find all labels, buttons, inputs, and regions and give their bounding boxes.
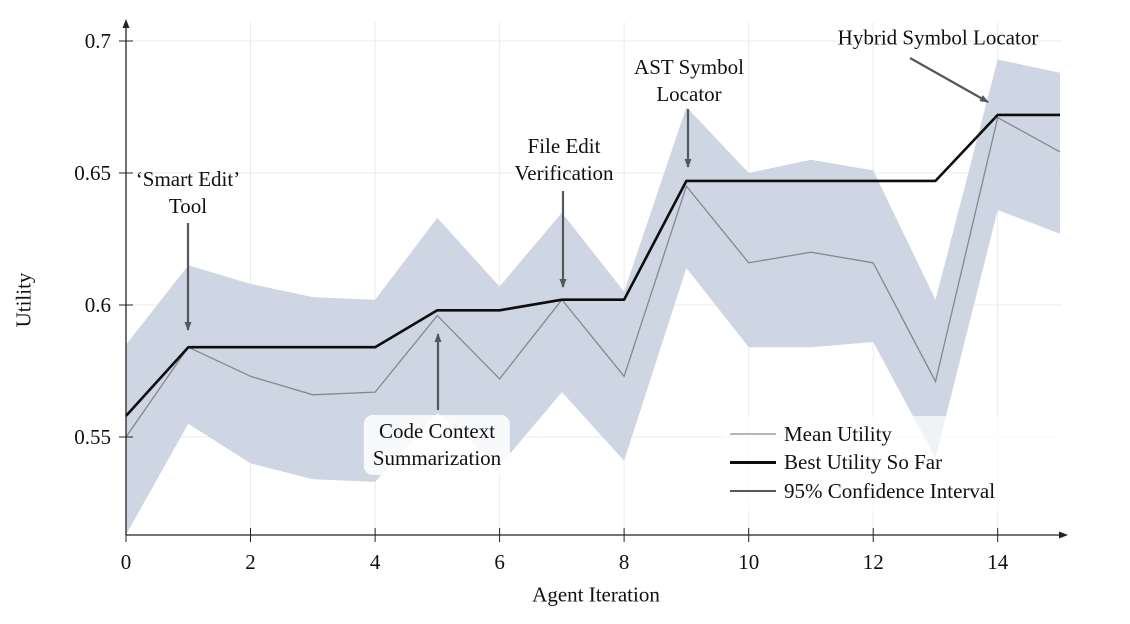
- annotation-line: Summarization: [372, 446, 502, 470]
- annotation-line: AST Symbol: [634, 55, 744, 79]
- annotation-smart-edit-tool: ‘Smart Edit’ Tool: [136, 166, 240, 220]
- annotation-file-edit-verification: File Edit Verification: [514, 133, 613, 187]
- annotation-arrow: [909, 57, 989, 103]
- x-tick-label: 6: [494, 550, 505, 574]
- annotation-line: ‘Smart Edit’: [135, 167, 241, 191]
- annotation-line: File Edit: [527, 134, 601, 158]
- annotation-line: Verification: [514, 161, 614, 185]
- mean-utility-line: [125, 116, 1061, 438]
- annotation-line: Hybrid Symbol Locator: [837, 25, 1039, 50]
- legend-label: 95% Confidence Interval: [784, 478, 996, 503]
- x-tick-label: 8: [619, 550, 630, 574]
- y-tick-label: 0.7: [85, 29, 111, 53]
- annotation-hybrid-symbol-locator: Hybrid Symbol Locator: [838, 25, 1039, 52]
- y-tick-label: 0.65: [74, 161, 111, 185]
- x-axis-title: Agent Iteration: [532, 582, 660, 607]
- x-tick-label: 0: [121, 550, 132, 574]
- mean-line-swatch-icon: [730, 433, 776, 435]
- annotation-line: Locator: [656, 82, 722, 106]
- annotation-line: Code Context: [378, 419, 496, 443]
- y-axis-title: Utility: [11, 272, 36, 328]
- ci-line-swatch-icon: [730, 490, 776, 492]
- legend-item-mean-utility: Mean Utility: [730, 420, 1069, 448]
- x-tick-label: 2: [245, 550, 256, 574]
- annotation-ast-symbol-locator: AST Symbol Locator: [634, 54, 744, 108]
- legend-label: Best Utility So Far: [784, 450, 943, 474]
- x-tick-label: 12: [863, 550, 884, 574]
- confidence-band: [126, 59, 1060, 535]
- legend-label: Mean Utility: [784, 421, 892, 446]
- annotation-code-context-summarization: Code Context Summarization: [363, 415, 511, 475]
- legend-item-confidence-interval: 95% Confidence Interval: [730, 477, 1069, 505]
- x-tick-label: 10: [738, 550, 759, 574]
- legend-item-best-utility: Best Utility So Far: [730, 449, 1069, 477]
- chart-legend: Mean Utility Best Utility So Far 95% Con…: [722, 416, 1069, 511]
- x-tick-label: 4: [370, 550, 381, 574]
- y-tick-label: 0.6: [85, 293, 111, 317]
- y-tick-label: 0.55: [74, 425, 111, 449]
- x-tick-label: 14: [987, 550, 1009, 574]
- annotation-line: Tool: [168, 194, 208, 218]
- best-line-swatch-icon: [730, 461, 776, 464]
- best-utility-line: [125, 113, 1060, 417]
